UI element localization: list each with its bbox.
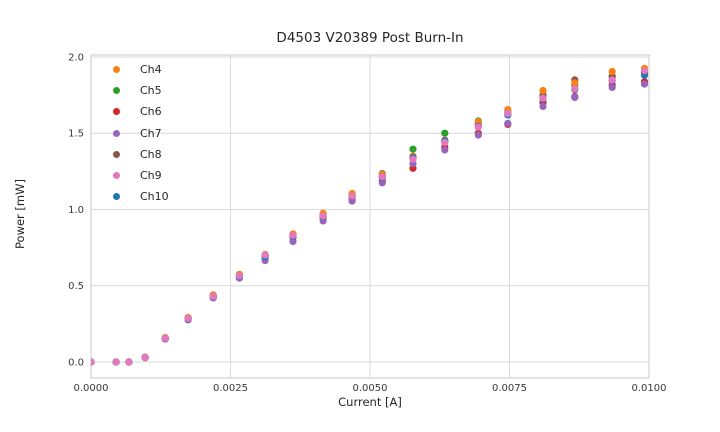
legend-item-ch8: Ch8: [113, 144, 169, 165]
legend-label: Ch4: [140, 63, 162, 77]
data-point: [289, 231, 297, 239]
x-tick-label: 0.0025: [213, 383, 248, 394]
legend-marker-icon: [113, 87, 120, 95]
legend-marker-icon: [113, 172, 120, 180]
data-point: [184, 314, 192, 323]
legend-marker-icon: [113, 108, 120, 116]
legend-marker-icon: [113, 66, 120, 74]
data-point: [608, 67, 616, 76]
y-tick-label: 0.5: [68, 281, 84, 292]
data-point: [441, 138, 449, 146]
data-point: [348, 192, 356, 200]
data-point: [161, 334, 169, 342]
legend-label: Ch6: [140, 105, 162, 119]
legend-item-ch4: Ch4: [113, 59, 169, 80]
y-tick-label: 2.0: [68, 53, 84, 64]
x-tick-label: 0.0050: [353, 383, 388, 394]
y-tick-label: 1.0: [68, 205, 84, 216]
data-point: [504, 109, 512, 117]
legend: Ch4 Ch5 Ch6 Ch7 Ch8 Ch9 Ch10: [113, 59, 169, 207]
legend-label: Ch9: [140, 169, 162, 183]
x-axis-label: Current [A]: [338, 395, 402, 409]
data-point: [378, 179, 386, 187]
legend-label: Ch10: [140, 190, 169, 204]
data-point: [441, 129, 449, 137]
data-point: [474, 131, 482, 139]
data-point: [571, 79, 579, 87]
data-point: [91, 358, 95, 366]
legend-label: Ch8: [140, 147, 162, 161]
data-point: [608, 83, 616, 92]
legend-marker-icon: [113, 193, 120, 201]
data-point: [209, 292, 217, 300]
legend-item-ch5: Ch5: [113, 80, 169, 101]
data-point: [640, 67, 649, 75]
data-point: [235, 272, 243, 280]
data-point: [141, 353, 149, 361]
x-tick-label: 0.0000: [74, 383, 109, 394]
data-point: [125, 358, 133, 366]
x-tick-label: 0.0075: [492, 383, 527, 394]
data-point: [539, 86, 547, 95]
legend-item-ch10: Ch10: [113, 186, 169, 207]
legend-item-ch7: Ch7: [113, 123, 169, 144]
data-point: [571, 93, 579, 101]
plot-border: [90, 54, 650, 379]
data-point: [539, 102, 547, 111]
data-point: [409, 155, 417, 163]
data-point: [261, 251, 269, 259]
data-point: [640, 80, 649, 88]
x-tick-label: 0.0100: [632, 383, 667, 394]
legend-item-ch6: Ch6: [113, 101, 169, 122]
data-point: [571, 85, 579, 93]
data-point: [319, 212, 327, 220]
y-tick-label: 1.5: [68, 129, 84, 140]
data-point: [539, 94, 547, 102]
legend-label: Ch5: [140, 84, 162, 98]
data-point: [504, 119, 512, 127]
data-point: [441, 146, 449, 154]
data-point: [608, 76, 616, 84]
legend-label: Ch7: [140, 126, 162, 140]
chart-title: D4503 V20389 Post Burn-In: [276, 30, 464, 46]
y-tick-label: 0.0: [68, 358, 84, 369]
legend-marker-icon: [113, 129, 120, 137]
data-point: [289, 237, 297, 246]
data-point: [409, 145, 417, 153]
data-point: [378, 173, 386, 181]
legend-marker-icon: [113, 150, 120, 158]
data-point: [112, 358, 120, 366]
legend-item-ch9: Ch9: [113, 165, 169, 186]
data-point: [474, 123, 482, 131]
